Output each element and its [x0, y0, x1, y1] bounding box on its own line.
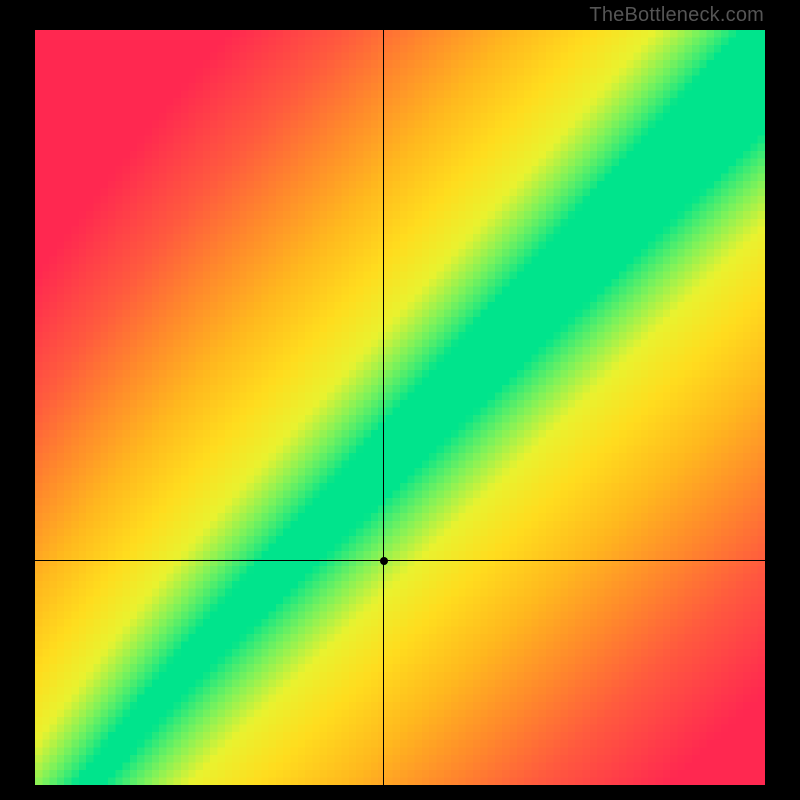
watermark-text: TheBottleneck.com — [589, 4, 764, 27]
chart-container: TheBottleneck.com — [0, 0, 800, 800]
crosshair-horizontal — [35, 560, 765, 561]
heatmap-plot — [35, 30, 765, 785]
crosshair-vertical — [383, 30, 384, 785]
crosshair-marker — [380, 557, 388, 565]
